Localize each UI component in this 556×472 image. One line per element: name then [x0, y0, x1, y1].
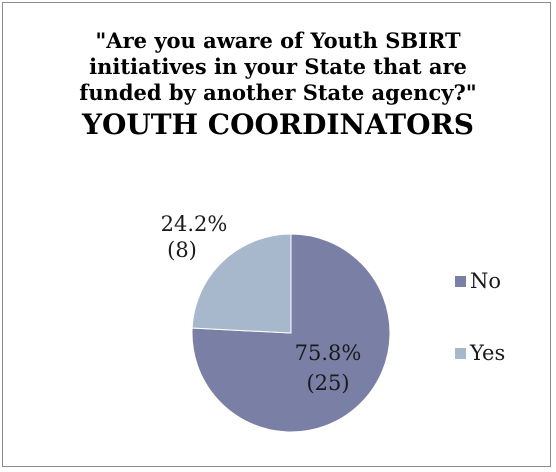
chart-subtitle: YOUTH COORDINATORS: [81, 108, 475, 141]
chart-title-line-2: initiatives in your State that are: [89, 54, 467, 79]
legend-label-yes: Yes: [469, 341, 505, 365]
legend-swatch-no: [455, 276, 466, 287]
legend-label-no: No: [470, 269, 501, 293]
pie-slice-yes: [191, 233, 292, 334]
chart-title: "Are you aware of Youth SBIRT initiative…: [0, 28, 556, 106]
slice-label-yes-percent: 24.2%: [161, 212, 228, 236]
slice-label-no-percent: 75.8%: [295, 341, 362, 365]
legend-swatch-yes: [455, 348, 466, 359]
chart-title-line-3: funded by another State agency?": [79, 80, 477, 105]
chart-title-line-1: "Are you aware of Youth SBIRT: [95, 28, 461, 53]
slice-label-yes-count: (8): [167, 238, 197, 262]
slice-label-no-count: (25): [306, 371, 349, 395]
